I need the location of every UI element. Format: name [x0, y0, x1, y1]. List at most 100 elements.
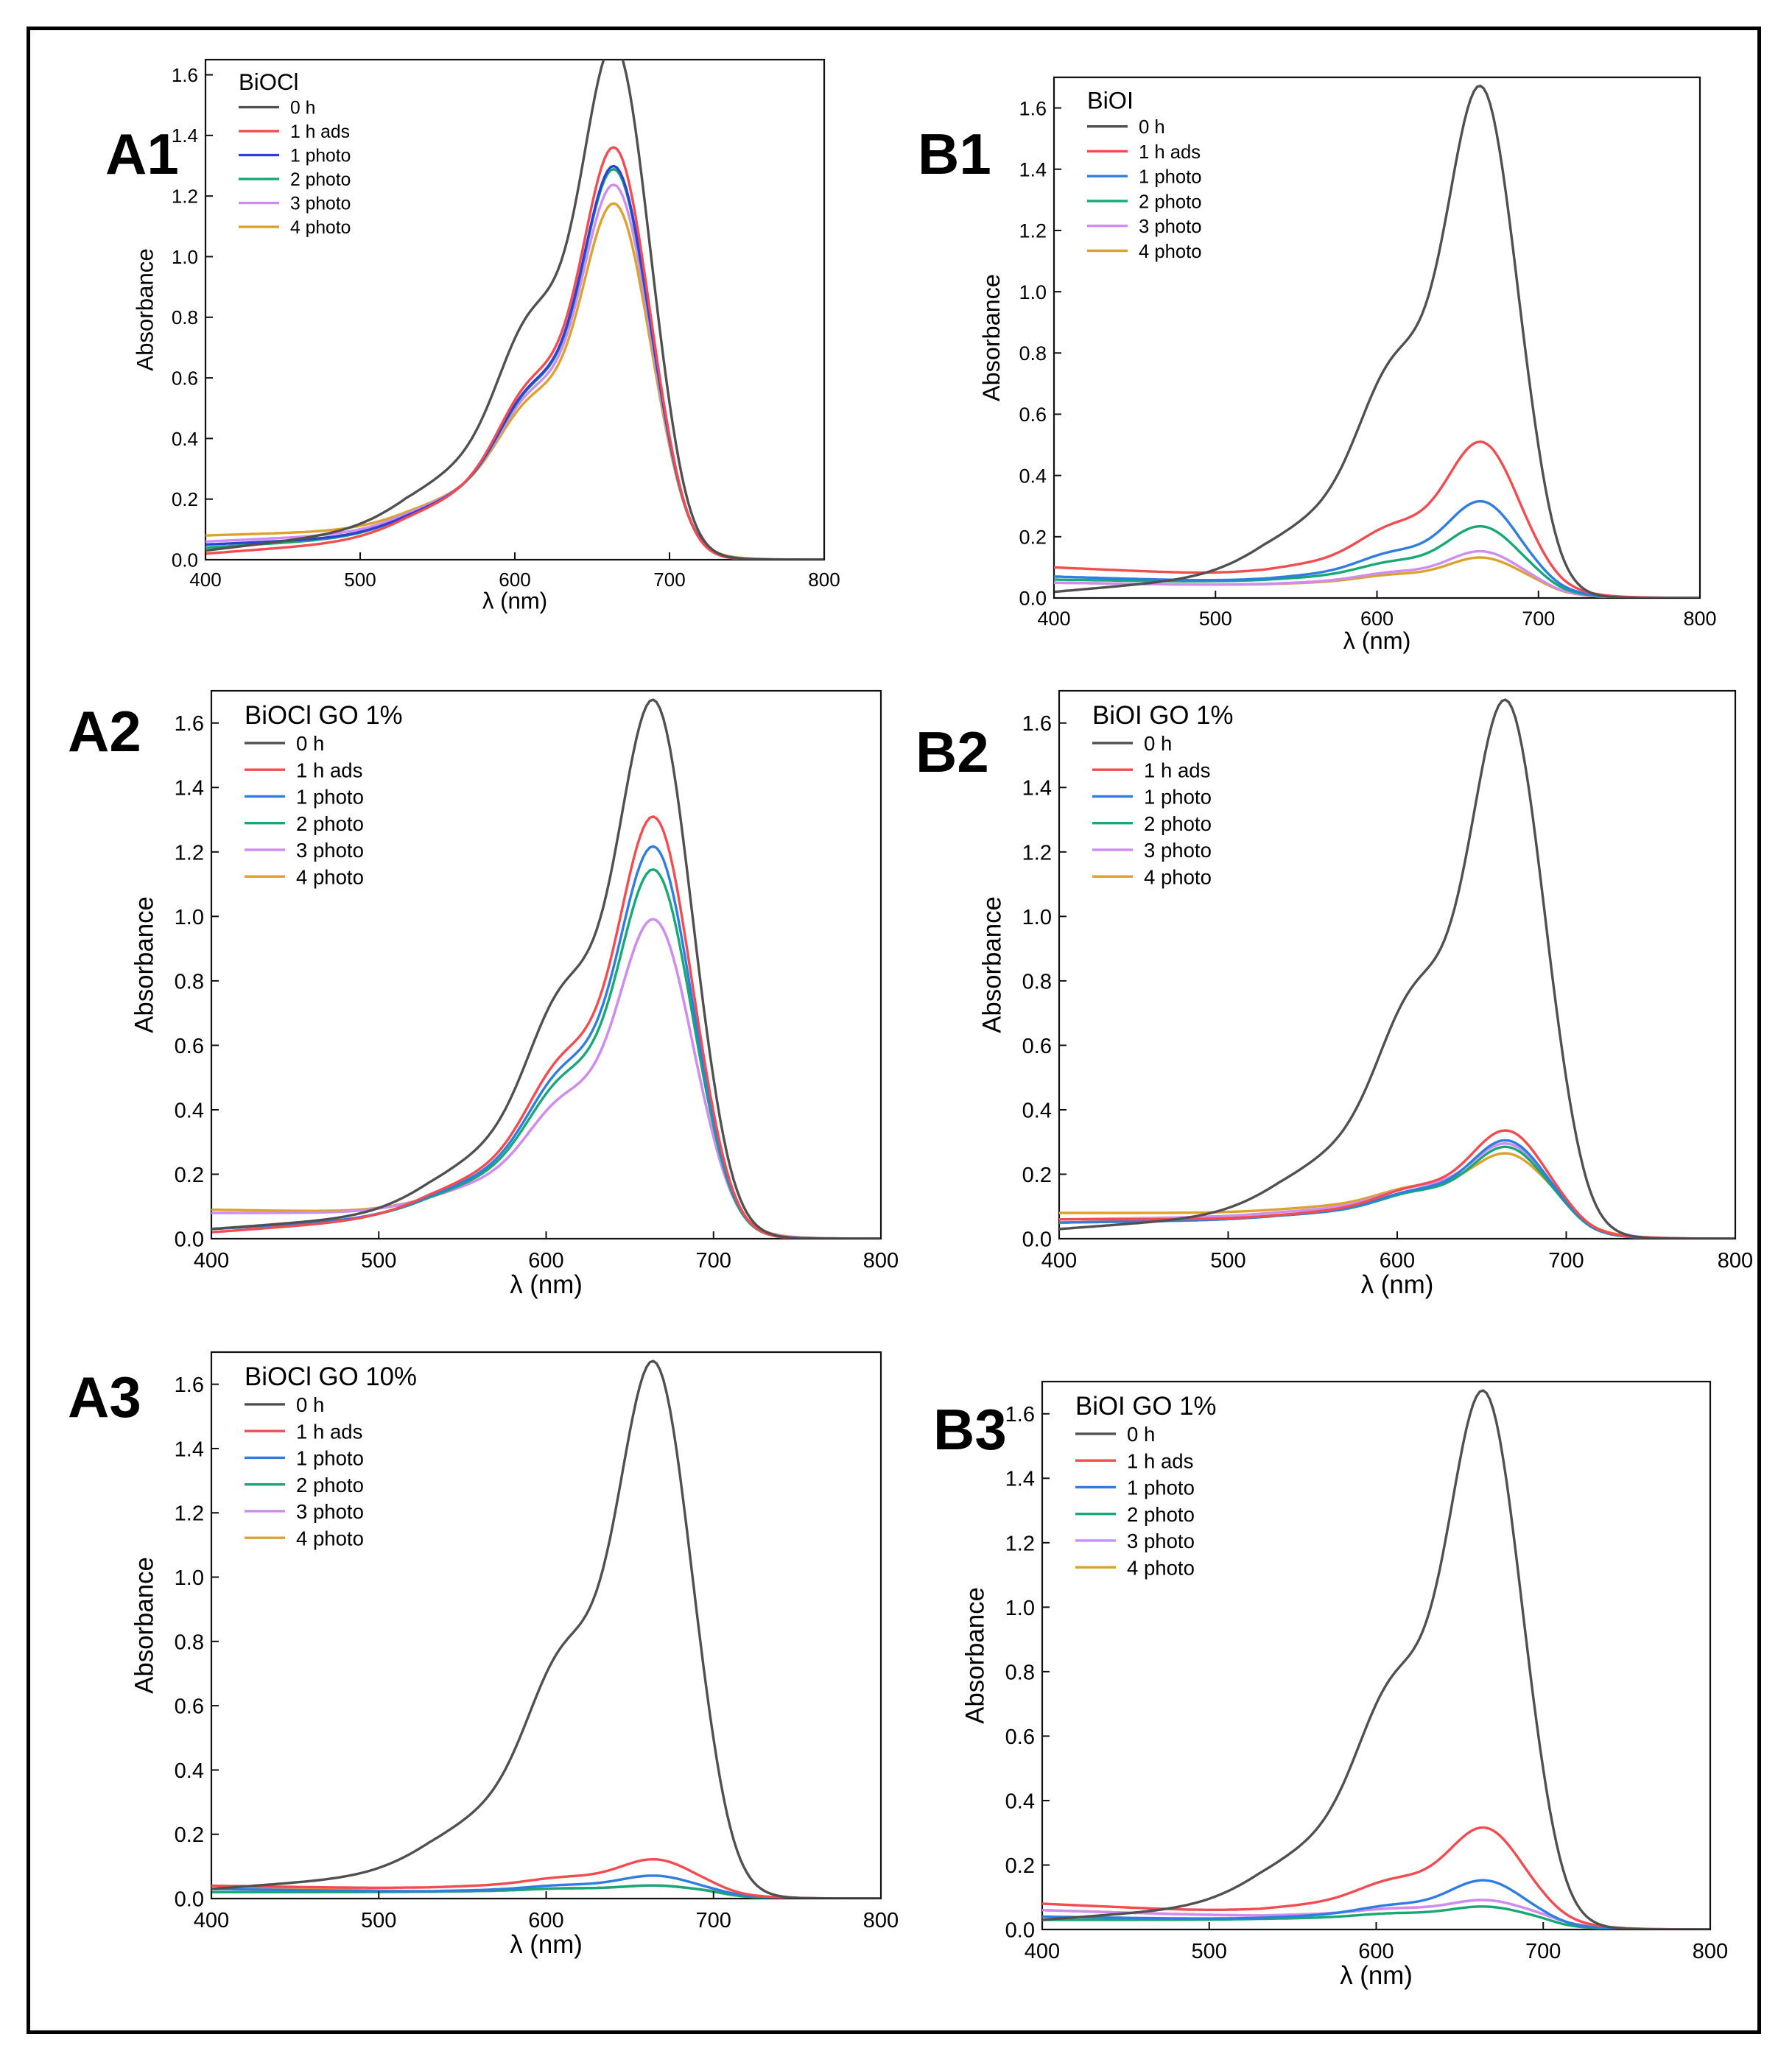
y-tick-label-b2-2: 0.4: [1022, 1099, 1052, 1122]
y-tick-label-b2-4: 0.8: [1022, 970, 1052, 993]
legend-label-a2-5: 4 photo: [296, 865, 364, 888]
series-line-a3-1: [211, 1858, 881, 1899]
series-line-b1-0: [1054, 84, 1700, 598]
x-tick-label-b1-1: 500: [1199, 608, 1232, 630]
x-tick-label-b2-0: 400: [1041, 1249, 1077, 1273]
x-tick-label-a1-4: 800: [808, 569, 840, 591]
chart-title-b1: BiOI: [1087, 87, 1134, 113]
y-tick-label-a1-7: 1.4: [172, 124, 198, 147]
x-tick-label-b3-0: 400: [1025, 1940, 1060, 1963]
y-tick-label-a3-7: 1.4: [175, 1438, 204, 1461]
legend-label-a2-2: 1 photo: [296, 786, 364, 809]
x-tick-label-b3-1: 500: [1192, 1940, 1227, 1963]
y-tick-label-a2-0: 0.0: [175, 1228, 204, 1251]
panel-label-a3: A3: [68, 1365, 141, 1429]
series-line-a2-3: [211, 868, 881, 1239]
panel-b1: B1 400 500 600 700 800 0.0 0.2 0.4 0.6 0.8 1.0 1.2 1…: [896, 0, 1792, 663]
y-tick-label-a3-8: 1.6: [175, 1373, 204, 1397]
y-tick-label-a1-8: 1.6: [172, 64, 198, 86]
legend-label-b1-5: 4 photo: [1139, 242, 1202, 262]
y-tick-label-b1-7: 1.4: [1019, 158, 1047, 180]
y-tick-label-b1-5: 1.0: [1019, 281, 1047, 303]
y-tick-label-a3-0: 0.0: [175, 1888, 204, 1911]
y-tick-label-a2-1: 0.2: [175, 1164, 204, 1187]
legend-label-a1-3: 2 photo: [290, 170, 351, 190]
chart-b1: 400 500 600 700 800 0.0 0.2 0.4 0.6 0.8 1.0 1.2 1.4 1…: [978, 76, 1717, 654]
x-tick-label-a2-3: 700: [696, 1249, 731, 1273]
legend-label-a2-0: 0 h: [296, 732, 324, 755]
legend-label-a3-2: 1 photo: [296, 1447, 364, 1470]
legend-label-b3-2: 1 photo: [1127, 1477, 1195, 1499]
y-tick-label-b3-0: 0.0: [1005, 1918, 1035, 1942]
x-axis-label-a1: λ (nm): [482, 588, 547, 613]
y-tick-label-b1-1: 0.2: [1019, 527, 1047, 549]
legend-label-b3-4: 3 photo: [1127, 1530, 1195, 1552]
y-axis-label-a1: Absorbance: [133, 248, 158, 370]
panel-b3: B3 400 500 600 700 800 0.0 0.2 0.4 0.6 0.8 1.0 1.2 1…: [896, 1326, 1792, 2065]
x-tick-label-a3-0: 400: [194, 1909, 229, 1932]
legend-label-b1-2: 1 photo: [1139, 167, 1202, 188]
x-tick-label-a2-0: 400: [194, 1249, 229, 1273]
legend-label-b3-1: 1 h ads: [1127, 1449, 1193, 1472]
x-tick-label-a3-3: 700: [696, 1909, 731, 1932]
x-axis-label-b3: λ (nm): [1340, 1961, 1413, 1990]
y-tick-label-b2-7: 1.4: [1022, 777, 1052, 801]
y-tick-label-b3-6: 1.2: [1005, 1532, 1035, 1555]
series-line-b1-3: [1054, 524, 1700, 598]
y-tick-label-b1-8: 1.6: [1019, 97, 1047, 119]
y-tick-label-b3-1: 0.2: [1005, 1854, 1035, 1878]
x-tick-label-b2-2: 600: [1380, 1249, 1415, 1273]
y-tick-label-a2-2: 0.4: [175, 1099, 204, 1122]
panel-label-b3: B3: [933, 1397, 1007, 1462]
chart-b3: 400 500 600 700 800 0.0 0.2 0.4 0.6 0.8 1.0 1.2 1.4 1…: [960, 1380, 1728, 1990]
y-tick-label-a1-1: 0.2: [172, 488, 198, 510]
x-tick-label-a1-0: 400: [189, 569, 221, 591]
series-line-b3-2: [1042, 1879, 1710, 1929]
series-line-a1-0: [205, 60, 824, 560]
y-tick-label-b2-8: 1.6: [1022, 712, 1052, 736]
y-tick-label-b3-5: 1.0: [1005, 1597, 1035, 1620]
series-line-b3-0: [1042, 1389, 1710, 1929]
legend-label-b3-3: 2 photo: [1127, 1503, 1195, 1526]
y-tick-label-b1-6: 1.2: [1019, 220, 1047, 242]
y-tick-label-a2-5: 1.0: [175, 906, 204, 929]
y-tick-label-b2-3: 0.6: [1022, 1035, 1052, 1058]
legend-label-a3-0: 0 h: [296, 1393, 324, 1416]
y-tick-label-a2-8: 1.6: [175, 712, 204, 736]
series-line-b1-2: [1054, 499, 1700, 598]
y-tick-label-a3-5: 1.0: [175, 1566, 204, 1590]
y-tick-label-b3-7: 1.4: [1005, 1468, 1035, 1491]
x-tick-label-b3-4: 800: [1693, 1940, 1728, 1963]
chart-title-b3: BiOI GO 1%: [1075, 1392, 1216, 1421]
panel-label-b2: B2: [916, 720, 989, 784]
x-tick-label-b3-2: 600: [1358, 1940, 1394, 1963]
y-tick-label-a1-4: 0.8: [172, 306, 198, 328]
y-tick-label-a1-3: 0.6: [172, 367, 198, 389]
y-tick-label-b1-2: 0.4: [1019, 465, 1047, 487]
y-tick-label-b1-0: 0.0: [1019, 588, 1047, 610]
series-line-a3-0: [211, 1359, 881, 1899]
y-axis-label-b2: Absorbance: [977, 896, 1006, 1033]
y-tick-label-b2-5: 1.0: [1022, 906, 1052, 929]
chart-a2: 400 500 600 700 800 0.0 0.2 0.4 0.6 0.8 1.0 1.2 1.4 1…: [130, 689, 899, 1299]
y-tick-label-b3-8: 1.6: [1005, 1403, 1035, 1426]
y-tick-label-b3-3: 0.6: [1005, 1725, 1035, 1749]
legend-label-a2-1: 1 h ads: [296, 759, 362, 781]
legend-label-a1-1: 1 h ads: [290, 122, 350, 142]
legend-label-b3-0: 0 h: [1127, 1423, 1155, 1446]
x-tick-label-a3-4: 800: [863, 1909, 899, 1932]
series-line-a2-4: [211, 918, 881, 1239]
legend-label-a3-5: 4 photo: [296, 1527, 364, 1549]
legend-label-a1-2: 1 photo: [290, 147, 351, 166]
legend-label-a3-4: 3 photo: [296, 1500, 364, 1523]
legend-label-a1-0: 0 h: [290, 99, 315, 119]
legend-label-a1-5: 4 photo: [290, 218, 351, 238]
panel-label-a1: A1: [105, 122, 179, 186]
y-tick-label-a2-3: 0.6: [175, 1035, 204, 1058]
legend-label-b2-0: 0 h: [1144, 732, 1172, 755]
x-tick-label-b1-4: 800: [1683, 608, 1716, 630]
x-tick-label-a1-1: 500: [344, 569, 376, 591]
panel-a3: A3 400 500 600 700 800 0.0 0.2 0.4 0.6 0.8 1.0 1.2 1…: [0, 1326, 899, 2065]
y-tick-label-a3-4: 0.8: [175, 1630, 204, 1654]
series-line-a1-4: [205, 183, 824, 560]
